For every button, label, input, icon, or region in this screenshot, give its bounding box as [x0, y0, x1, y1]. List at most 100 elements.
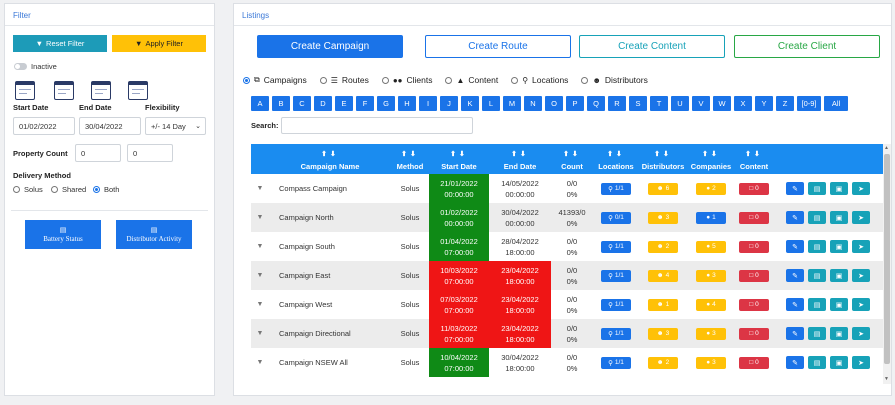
letter-filter-button[interactable]: N [524, 96, 542, 111]
id-card-icon[interactable]: ▤ [808, 269, 826, 282]
expand-row-icon[interactable]: ▼ [256, 243, 264, 250]
edit-pencil-icon[interactable]: ✎ [786, 182, 804, 195]
letter-filter-button[interactable]: T [650, 96, 668, 111]
locations-button[interactable]: ⚲ 1/1 [601, 356, 631, 369]
id-card-icon[interactable]: ▤ [808, 298, 826, 311]
edit-pencil-icon[interactable]: ✎ [786, 327, 804, 340]
share-icon[interactable]: ➤ [852, 298, 870, 311]
edit-pencil-icon[interactable]: ✎ [786, 240, 804, 253]
trash-icon[interactable]: ▣ [830, 211, 848, 224]
create-client-button[interactable]: Create Client [734, 35, 880, 58]
view-locations-radio[interactable] [511, 76, 519, 84]
flexibility-select[interactable]: +/- 14 Day ⌄ [145, 117, 206, 135]
campaign-name[interactable]: Campaign NSEW All [279, 358, 348, 367]
id-card-icon[interactable]: ▤ [808, 182, 826, 195]
table-row[interactable]: ▼ Campaign South Solus 01/04/2022 07:00:00 28… [251, 232, 883, 261]
content-button[interactable]: □ 0 [739, 240, 769, 253]
campaign-name[interactable]: Campaign South [279, 242, 335, 251]
trash-icon[interactable]: ▣ [830, 356, 848, 369]
property-count-max-input[interactable] [127, 144, 173, 162]
column-header-count[interactable]: ⬆⬇ Count [551, 144, 593, 174]
battery-status-button[interactable]: ▤ Battery Status [25, 220, 101, 249]
letter-filter-button[interactable]: F [356, 96, 374, 111]
table-row[interactable]: ▼ Campaign West Solus 07/03/2022 07:00:00 23/… [251, 290, 883, 319]
create-campaign-button[interactable]: Create Campaign [257, 35, 403, 58]
distributors-button[interactable]: ☻ 6 [648, 182, 678, 195]
calendar-icon[interactable] [128, 81, 148, 100]
inactive-toggle[interactable] [14, 63, 27, 70]
distributors-button[interactable]: ☻ 4 [648, 269, 678, 282]
letter-filter-button[interactable]: [0-9] [797, 96, 821, 111]
content-button[interactable]: □ 0 [739, 327, 769, 340]
share-icon[interactable]: ➤ [852, 327, 870, 340]
companies-button[interactable]: ● 4 [696, 298, 726, 311]
letter-filter-button[interactable]: B [272, 96, 290, 111]
delivery-shared-radio[interactable] [51, 186, 58, 193]
view-distributors-radio[interactable] [581, 76, 589, 84]
share-icon[interactable]: ➤ [852, 240, 870, 253]
letter-filter-button[interactable]: E [335, 96, 353, 111]
letter-filter-button[interactable]: X [734, 96, 752, 111]
expand-row-icon[interactable]: ▼ [256, 359, 264, 366]
reset-filter-button[interactable]: ▼ Reset Filter [13, 35, 107, 52]
companies-button[interactable]: ● 5 [696, 240, 726, 253]
letter-filter-button[interactable]: O [545, 96, 563, 111]
letter-filter-button[interactable]: P [566, 96, 584, 111]
letter-filter-button[interactable]: J [440, 96, 458, 111]
table-row[interactable]: ▼ Compass Campaign Solus 21/01/2022 00:00:00… [251, 174, 883, 203]
create-content-button[interactable]: Create Content [579, 35, 725, 58]
letter-filter-button[interactable]: U [671, 96, 689, 111]
column-header-content[interactable]: ⬆⬇ Content [735, 144, 773, 174]
expand-row-icon[interactable]: ▼ [256, 185, 264, 192]
delivery-both-radio[interactable] [93, 186, 100, 193]
search-input[interactable] [281, 117, 473, 134]
letter-filter-button[interactable]: A [251, 96, 269, 111]
companies-button[interactable]: ● 3 [696, 327, 726, 340]
distributors-button[interactable]: ☻ 3 [648, 211, 678, 224]
expand-row-icon[interactable]: ▼ [251, 261, 269, 290]
id-card-icon[interactable]: ▤ [808, 240, 826, 253]
column-header-start-date[interactable]: ⬆⬇ Start Date [429, 144, 489, 174]
companies-button[interactable]: ● 1 [696, 211, 726, 224]
share-icon[interactable]: ➤ [852, 211, 870, 224]
edit-pencil-icon[interactable]: ✎ [786, 269, 804, 282]
id-card-icon[interactable]: ▤ [808, 356, 826, 369]
letter-filter-button[interactable]: Z [776, 96, 794, 111]
share-icon[interactable]: ➤ [852, 269, 870, 282]
column-header-end-date[interactable]: ⬆⬇ End Date [489, 144, 551, 174]
campaign-name[interactable]: Campaign East [269, 261, 391, 290]
letter-filter-button[interactable]: All [824, 96, 848, 111]
id-card-icon[interactable]: ▤ [808, 327, 826, 340]
calendar-icon[interactable] [91, 81, 111, 100]
distributors-button[interactable]: ☻ 2 [648, 356, 678, 369]
share-icon[interactable]: ➤ [852, 356, 870, 369]
table-row[interactable]: ▼ Campaign NSEW All Solus 10/04/2022 07:00:0… [251, 348, 883, 377]
expand-row-icon[interactable]: ▼ [251, 203, 269, 232]
table-row[interactable]: ▼ Campaign Directional Solus 11/03/2022 07:0… [251, 319, 883, 348]
expand-row-icon[interactable]: ▼ [256, 301, 264, 308]
letter-filter-button[interactable]: S [629, 96, 647, 111]
companies-button[interactable]: ● 2 [696, 182, 726, 195]
edit-pencil-icon[interactable]: ✎ [786, 211, 804, 224]
letter-filter-button[interactable]: W [713, 96, 731, 111]
calendar-icon[interactable] [15, 81, 35, 100]
content-button[interactable]: □ 0 [739, 356, 769, 369]
locations-button[interactable]: ⚲ 1/1 [601, 269, 631, 282]
campaign-name[interactable]: Campaign North [269, 203, 391, 232]
trash-icon[interactable]: ▣ [830, 182, 848, 195]
edit-pencil-icon[interactable]: ✎ [786, 298, 804, 311]
content-button[interactable]: □ 0 [739, 211, 769, 224]
expand-row-icon[interactable]: ▼ [251, 319, 269, 348]
share-icon[interactable]: ➤ [852, 182, 870, 195]
letter-filter-button[interactable]: H [398, 96, 416, 111]
scroll-down-icon[interactable]: ▼ [884, 376, 889, 382]
scroll-up-icon[interactable]: ▲ [884, 145, 889, 151]
campaign-name[interactable]: Campaign Directional [269, 319, 391, 348]
scrollbar-thumb[interactable] [884, 154, 890, 364]
letter-filter-button[interactable]: L [482, 96, 500, 111]
letter-filter-button[interactable]: R [608, 96, 626, 111]
column-header-campaign-name[interactable]: ⬆⬇ Campaign Name [269, 144, 391, 174]
content-button[interactable]: □ 0 [739, 298, 769, 311]
distributors-button[interactable]: ☻ 1 [648, 298, 678, 311]
letter-filter-button[interactable]: V [692, 96, 710, 111]
